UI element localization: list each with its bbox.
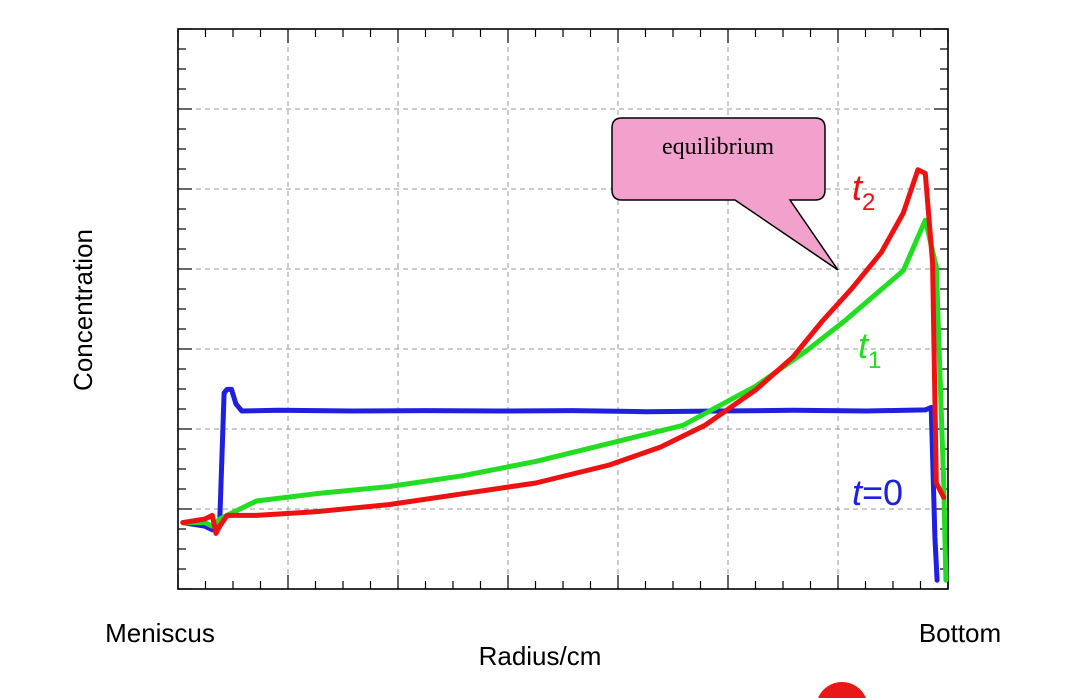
series-layer (180, 167, 949, 583)
callout: equilibrium (611, 117, 839, 271)
series-line-t2 (180, 167, 947, 536)
x-axis-right-label: Bottom (919, 618, 1001, 648)
callout-text: equilibrium (662, 134, 774, 160)
t2-label: t2 (852, 167, 875, 216)
series-line-t0 (180, 386, 940, 583)
series-line-t1 (180, 217, 949, 583)
callout-bubble (611, 117, 839, 271)
x-axis-left-label: Meniscus (105, 618, 215, 648)
t1-label: t1 (858, 325, 881, 374)
t0-label: t=0 (852, 472, 903, 513)
x-axis-label: Radius/cm (479, 641, 602, 671)
axis-ticks (177, 28, 949, 590)
circle-fragment (818, 682, 866, 698)
y-axis-label: Concentration (68, 229, 98, 391)
